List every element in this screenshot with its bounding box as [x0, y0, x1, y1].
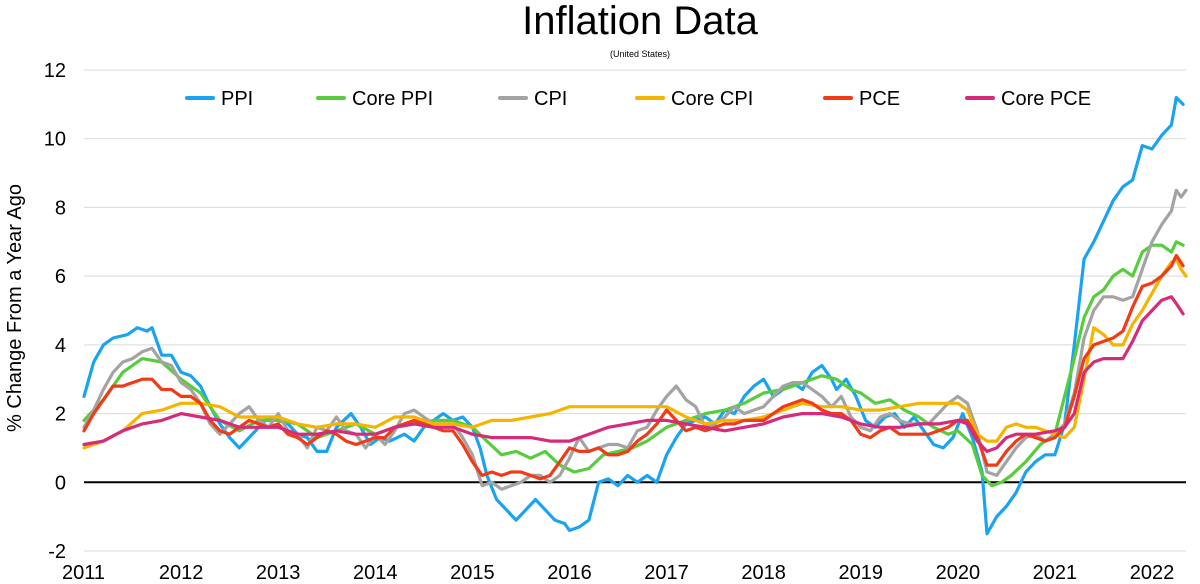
legend-label: Core CPI — [671, 88, 753, 110]
series-line-cpi — [82, 188, 1188, 491]
y-tick-label: 2 — [55, 404, 66, 426]
legend-label: CPI — [534, 88, 567, 110]
x-tick-label: 2016 — [547, 562, 592, 584]
y-tick-label: 8 — [55, 197, 66, 219]
y-tick-label: 6 — [55, 266, 66, 288]
chart-title: Inflation Data — [522, 0, 758, 43]
x-tick-label: 2020 — [936, 562, 981, 584]
legend-label: Core PCE — [1001, 88, 1091, 110]
x-axis-ticks: 2011 2012 2013 2014 2015 2016 2017 2018 2019 2020… — [62, 562, 1174, 584]
legend-item-ppi: PPI — [185, 88, 253, 110]
y-axis-label: % Change From a Year Ago — [4, 184, 26, 432]
legend-label: PPI — [221, 88, 253, 110]
series-line-core-pce — [82, 295, 1185, 453]
legend-item-core-cpi: Core CPI — [635, 88, 753, 110]
y-axis-ticks: -2 0 2 4 6 8 10 12 — [44, 60, 66, 563]
series-lines — [82, 95, 1188, 536]
legend-item-core-pce: Core PCE — [965, 88, 1091, 110]
x-tick-label: 2022 — [1130, 562, 1175, 584]
x-tick-label: 2015 — [450, 562, 495, 584]
x-tick-label: 2014 — [353, 562, 398, 584]
legend-item-pce: PCE — [823, 88, 900, 110]
x-tick-label: 2021 — [1033, 562, 1078, 584]
x-tick-label: 2019 — [838, 562, 883, 584]
legend-label: Core PPI — [352, 88, 433, 110]
x-tick-label: 2013 — [256, 562, 301, 584]
y-tick-label: 12 — [44, 60, 66, 82]
y-tick-label: 10 — [44, 129, 66, 151]
x-tick-label: 2018 — [741, 562, 786, 584]
legend-label: PCE — [859, 88, 900, 110]
y-tick-label: 4 — [55, 335, 66, 357]
legend-item-core-ppi: Core PPI — [316, 88, 433, 110]
x-tick-label: 2012 — [159, 562, 204, 584]
legend: PPI Core PPI CPI Core CPI PCE Core PCE — [185, 88, 1091, 110]
x-tick-label: 2011 — [62, 562, 105, 584]
series-line-core-ppi — [82, 240, 1185, 488]
y-tick-label: 0 — [55, 472, 66, 494]
x-tick-label: 2017 — [644, 562, 689, 584]
legend-item-cpi: CPI — [498, 88, 567, 110]
y-tick-label: -2 — [48, 541, 66, 563]
chart-subtitle: (United States) — [610, 49, 670, 59]
